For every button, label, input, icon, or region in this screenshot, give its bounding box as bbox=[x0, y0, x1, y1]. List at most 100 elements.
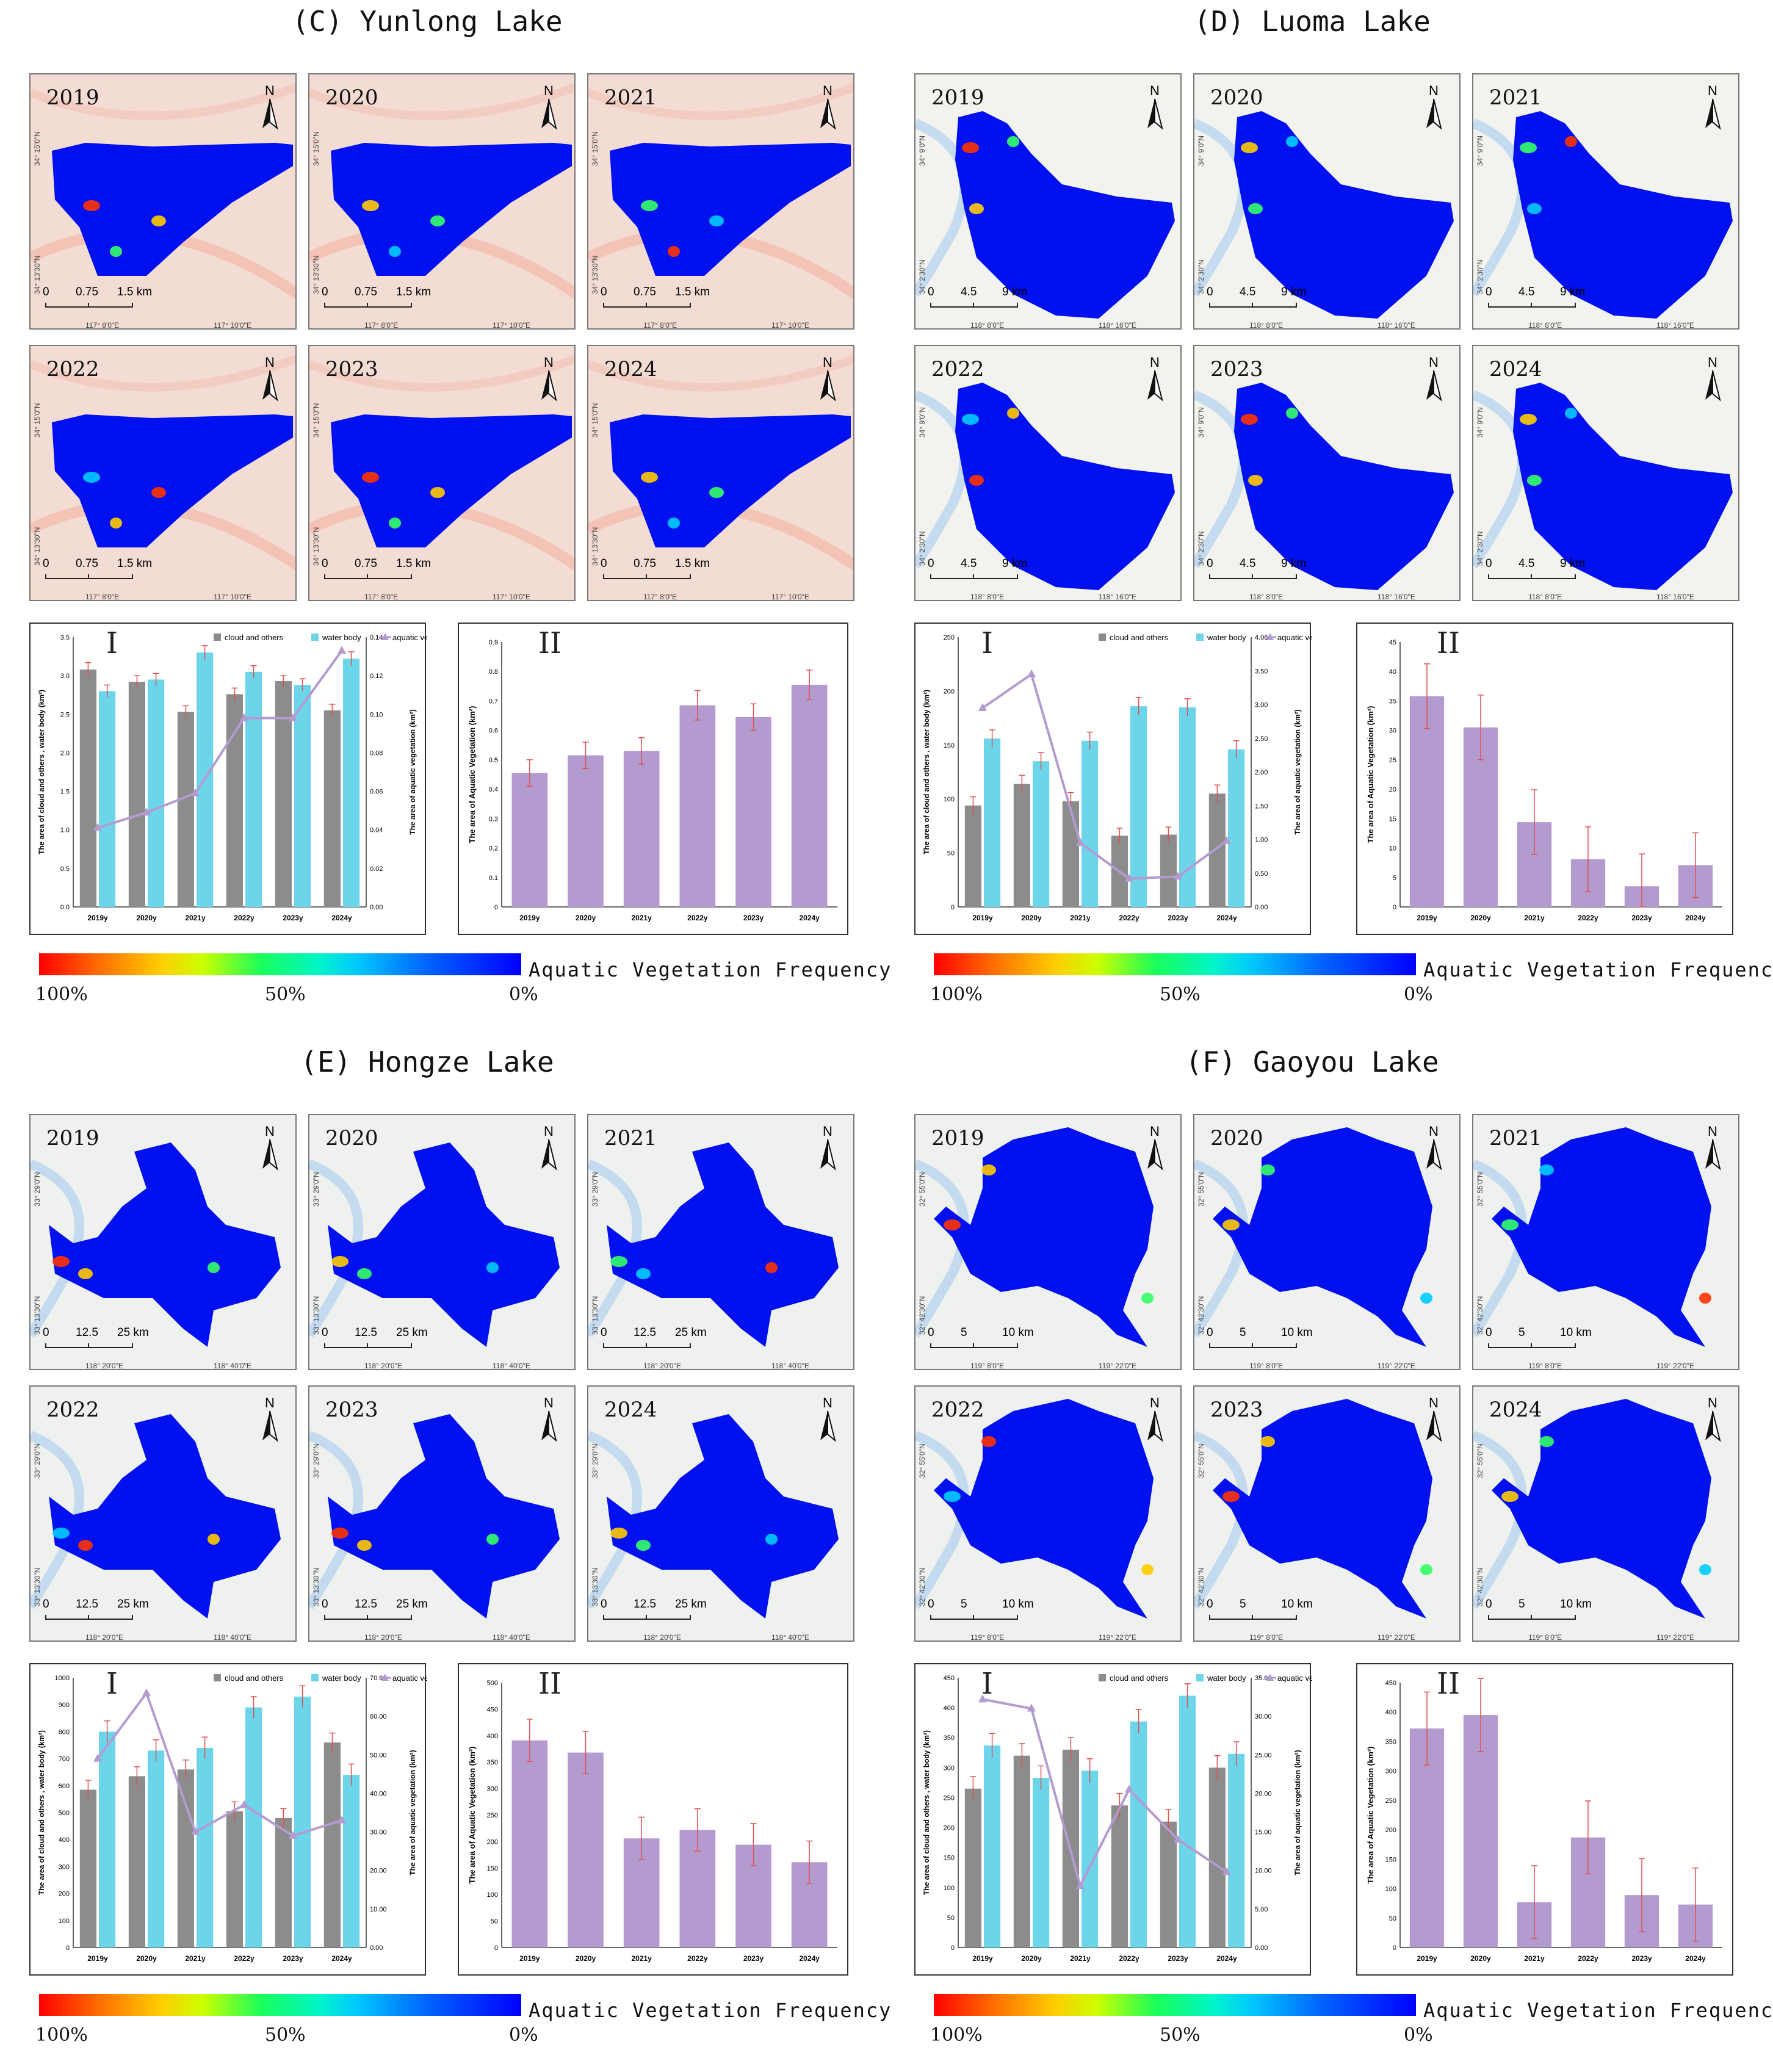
scale-label-mid: 0.75 bbox=[355, 557, 377, 570]
scale-line bbox=[930, 1343, 1018, 1348]
lat-label: 34° 13'30"N bbox=[591, 255, 599, 294]
north-label: N bbox=[1708, 355, 1717, 370]
lon-label: 117° 8'0"E bbox=[364, 321, 399, 330]
vegetation-patch bbox=[1007, 408, 1019, 419]
scale-tick bbox=[88, 1615, 89, 1619]
y-tick: 250 bbox=[487, 1812, 498, 1819]
lat-label: 32° 42'30"N bbox=[1197, 1296, 1205, 1335]
scale-bar: 0 5 10 km bbox=[928, 1326, 1034, 1351]
y-tick: 250 bbox=[1385, 1797, 1396, 1805]
vegetation-patch bbox=[331, 1256, 348, 1267]
lake-map-graphic bbox=[588, 83, 853, 299]
chart-II: 0 50 100 150 200 250 300 350 400 450 2019y 2020y 202… bbox=[1356, 1663, 1733, 1976]
scale-label-end: 25 km bbox=[396, 1326, 428, 1339]
vegetation-patch bbox=[1286, 136, 1298, 147]
map-year: 2019 bbox=[46, 1126, 99, 1150]
x-tick: 2023y bbox=[743, 914, 764, 922]
scale-line bbox=[603, 303, 691, 308]
vegetation-patch bbox=[52, 1256, 70, 1267]
y-tick-right: 1.00 bbox=[1255, 837, 1268, 844]
y-tick: 200 bbox=[487, 1838, 498, 1846]
bar-veg bbox=[1409, 696, 1445, 907]
lon-label: 119° 8'0"E bbox=[970, 1633, 1005, 1642]
x-tick: 2021y bbox=[185, 914, 206, 922]
lon-label: 118° 8'0"E bbox=[1249, 321, 1284, 330]
lake-map-2020: 2020 N 0 4.5 9 km 118° 8'0"E 118° 16'0"E 34° 9'… bbox=[1193, 73, 1461, 330]
scale-bar: 0 4.5 9 km bbox=[1207, 557, 1313, 582]
lat-label: 33° 29'0"N bbox=[312, 1443, 320, 1478]
bar-water bbox=[99, 691, 116, 907]
vegetation-patch bbox=[357, 1268, 372, 1279]
bar-veg bbox=[791, 684, 828, 907]
y-tick: 450 bbox=[1385, 1680, 1396, 1687]
lon-label: 117° 10'0"E bbox=[493, 321, 530, 330]
frequency-legend: Aquatic Vegetation Frequency 100% 50% 0% bbox=[35, 1994, 890, 2049]
lake-water bbox=[49, 1142, 281, 1347]
y-tick: 0.6 bbox=[489, 727, 498, 735]
lon-label: 118° 8'0"E bbox=[970, 321, 1005, 330]
pct-50: 50% bbox=[265, 2024, 306, 2046]
y-label-left: The area of cloud and others , water bod… bbox=[922, 690, 931, 854]
scale-line bbox=[45, 1343, 133, 1348]
pct-100: 100% bbox=[930, 2024, 983, 2046]
y-tick-left: 150 bbox=[944, 742, 955, 749]
vegetation-patch bbox=[357, 1540, 372, 1551]
lon-label: 117° 8'0"E bbox=[85, 321, 120, 330]
lake-water bbox=[331, 414, 572, 547]
lon-label: 118° 40'0"E bbox=[493, 1633, 530, 1642]
x-tick: 2019y bbox=[1417, 1954, 1437, 1963]
scale-label-mid: 5 bbox=[1518, 1598, 1525, 1611]
x-tick: 2024y bbox=[799, 1954, 820, 1963]
y-tick: 0.5 bbox=[489, 757, 498, 764]
x-tick: 2019y bbox=[87, 1954, 108, 1963]
lat-label: 34° 13'30"N bbox=[312, 255, 320, 294]
vegetation-patch bbox=[962, 142, 979, 153]
pct-100: 100% bbox=[930, 984, 983, 1005]
lon-label: 118° 20'0"E bbox=[643, 1633, 681, 1642]
map-year: 2022 bbox=[46, 1398, 99, 1422]
bar-water bbox=[1081, 740, 1099, 907]
lon-label: 118° 16'0"E bbox=[1378, 593, 1415, 601]
panel-title: (E) Hongze Lake bbox=[300, 1045, 554, 1078]
frequency-gradient bbox=[39, 953, 521, 975]
veg-point bbox=[1027, 1703, 1036, 1712]
scale-tick bbox=[367, 574, 368, 578]
vegetation-patch bbox=[1527, 475, 1542, 486]
scale-tick bbox=[973, 303, 974, 306]
scale-line bbox=[930, 1615, 1018, 1620]
lat-label: 32° 55'0"N bbox=[918, 1172, 926, 1207]
lake-map-graphic bbox=[1194, 1399, 1432, 1619]
lat-label: 34° 2'30"N bbox=[918, 531, 926, 566]
scale-line bbox=[45, 303, 133, 308]
scale-bar: 0 4.5 9 km bbox=[1207, 286, 1313, 310]
lat-label: 34° 2'30"N bbox=[1476, 259, 1484, 294]
x-tick: 2019y bbox=[972, 914, 993, 922]
bar-water bbox=[1228, 1753, 1245, 1947]
lake-map-graphic bbox=[31, 83, 295, 299]
vegetation-patch bbox=[641, 200, 658, 211]
scale-tick bbox=[1252, 1615, 1253, 1619]
scale-line bbox=[324, 1343, 412, 1348]
vegetation-patch bbox=[1007, 136, 1019, 147]
lon-label: 118° 40'0"E bbox=[771, 1362, 809, 1370]
lat-label: 32° 55'0"N bbox=[1197, 1443, 1205, 1478]
x-tick: 2019y bbox=[87, 914, 108, 922]
y-tick-right: 30.00 bbox=[1255, 1713, 1272, 1720]
x-tick: 2019y bbox=[972, 1954, 993, 1963]
veg-point bbox=[1222, 836, 1231, 844]
bar-cloud bbox=[1062, 801, 1079, 907]
x-tick: 2022y bbox=[234, 914, 255, 922]
scale-label-0: 0 bbox=[1207, 1326, 1213, 1339]
y-tick-left: 1.5 bbox=[60, 789, 70, 796]
map-year: 2020 bbox=[1210, 85, 1263, 110]
north-arrow-icon: N bbox=[1420, 355, 1447, 403]
scale-label-0: 0 bbox=[322, 1598, 328, 1611]
lat-label: 34° 9'0"N bbox=[1476, 135, 1484, 166]
scale-label-0: 0 bbox=[601, 1326, 607, 1339]
lake-water bbox=[955, 383, 1175, 590]
y-tick-right: 20.00 bbox=[370, 1868, 387, 1875]
y-tick: 10 bbox=[1389, 845, 1396, 853]
scale-bar: 0 5 10 km bbox=[1207, 1326, 1313, 1351]
y-tick-left: 0 bbox=[66, 1944, 70, 1952]
y-tick-right: 10.00 bbox=[370, 1906, 387, 1913]
